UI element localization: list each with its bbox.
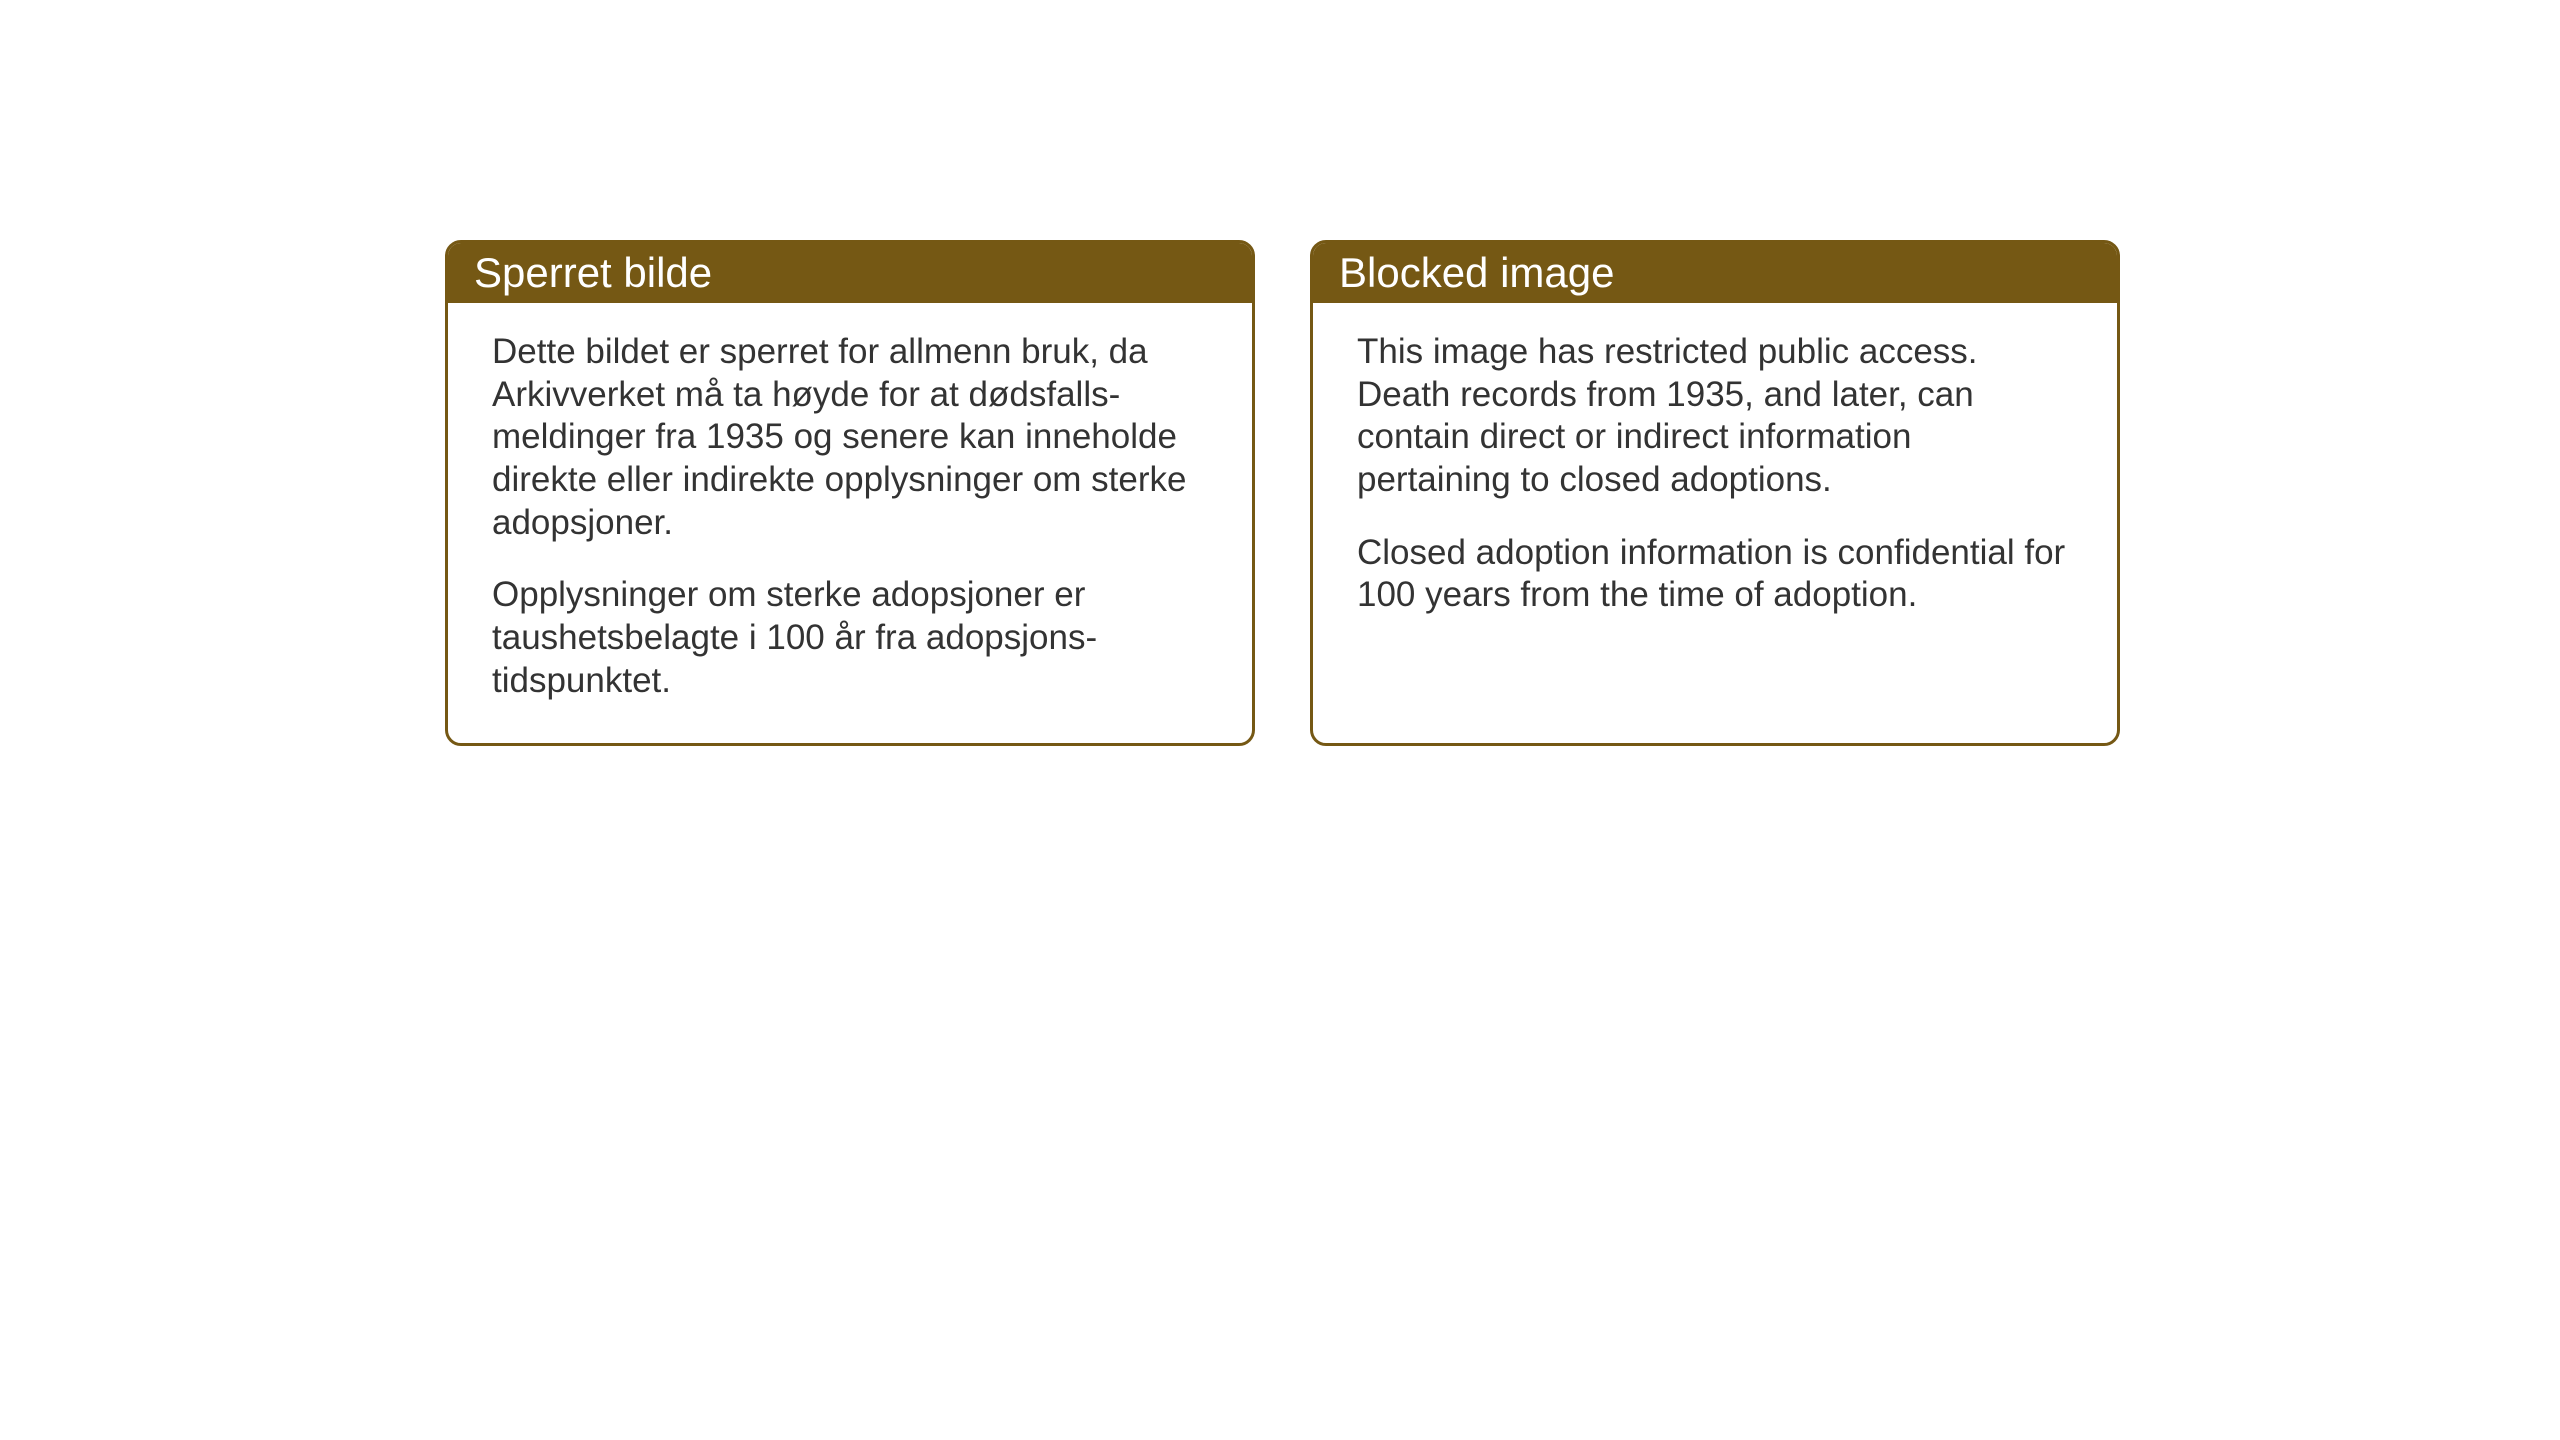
- card-title-norwegian: Sperret bilde: [474, 249, 712, 296]
- card-body-english: This image has restricted public access.…: [1313, 303, 2117, 703]
- card-paragraph: Opplysninger om sterke adopsjoner er tau…: [492, 574, 1208, 702]
- card-paragraph: Dette bildet er sperret for allmenn bruk…: [492, 331, 1208, 544]
- card-english: Blocked image This image has restricted …: [1310, 240, 2120, 746]
- card-header-norwegian: Sperret bilde: [448, 243, 1252, 303]
- card-paragraph: This image has restricted public access.…: [1357, 331, 2073, 502]
- card-norwegian: Sperret bilde Dette bildet er sperret fo…: [445, 240, 1255, 746]
- card-header-english: Blocked image: [1313, 243, 2117, 303]
- card-body-norwegian: Dette bildet er sperret for allmenn bruk…: [448, 303, 1252, 743]
- card-paragraph: Closed adoption information is confident…: [1357, 532, 2073, 617]
- card-title-english: Blocked image: [1339, 249, 1614, 296]
- cards-container: Sperret bilde Dette bildet er sperret fo…: [445, 240, 2120, 746]
